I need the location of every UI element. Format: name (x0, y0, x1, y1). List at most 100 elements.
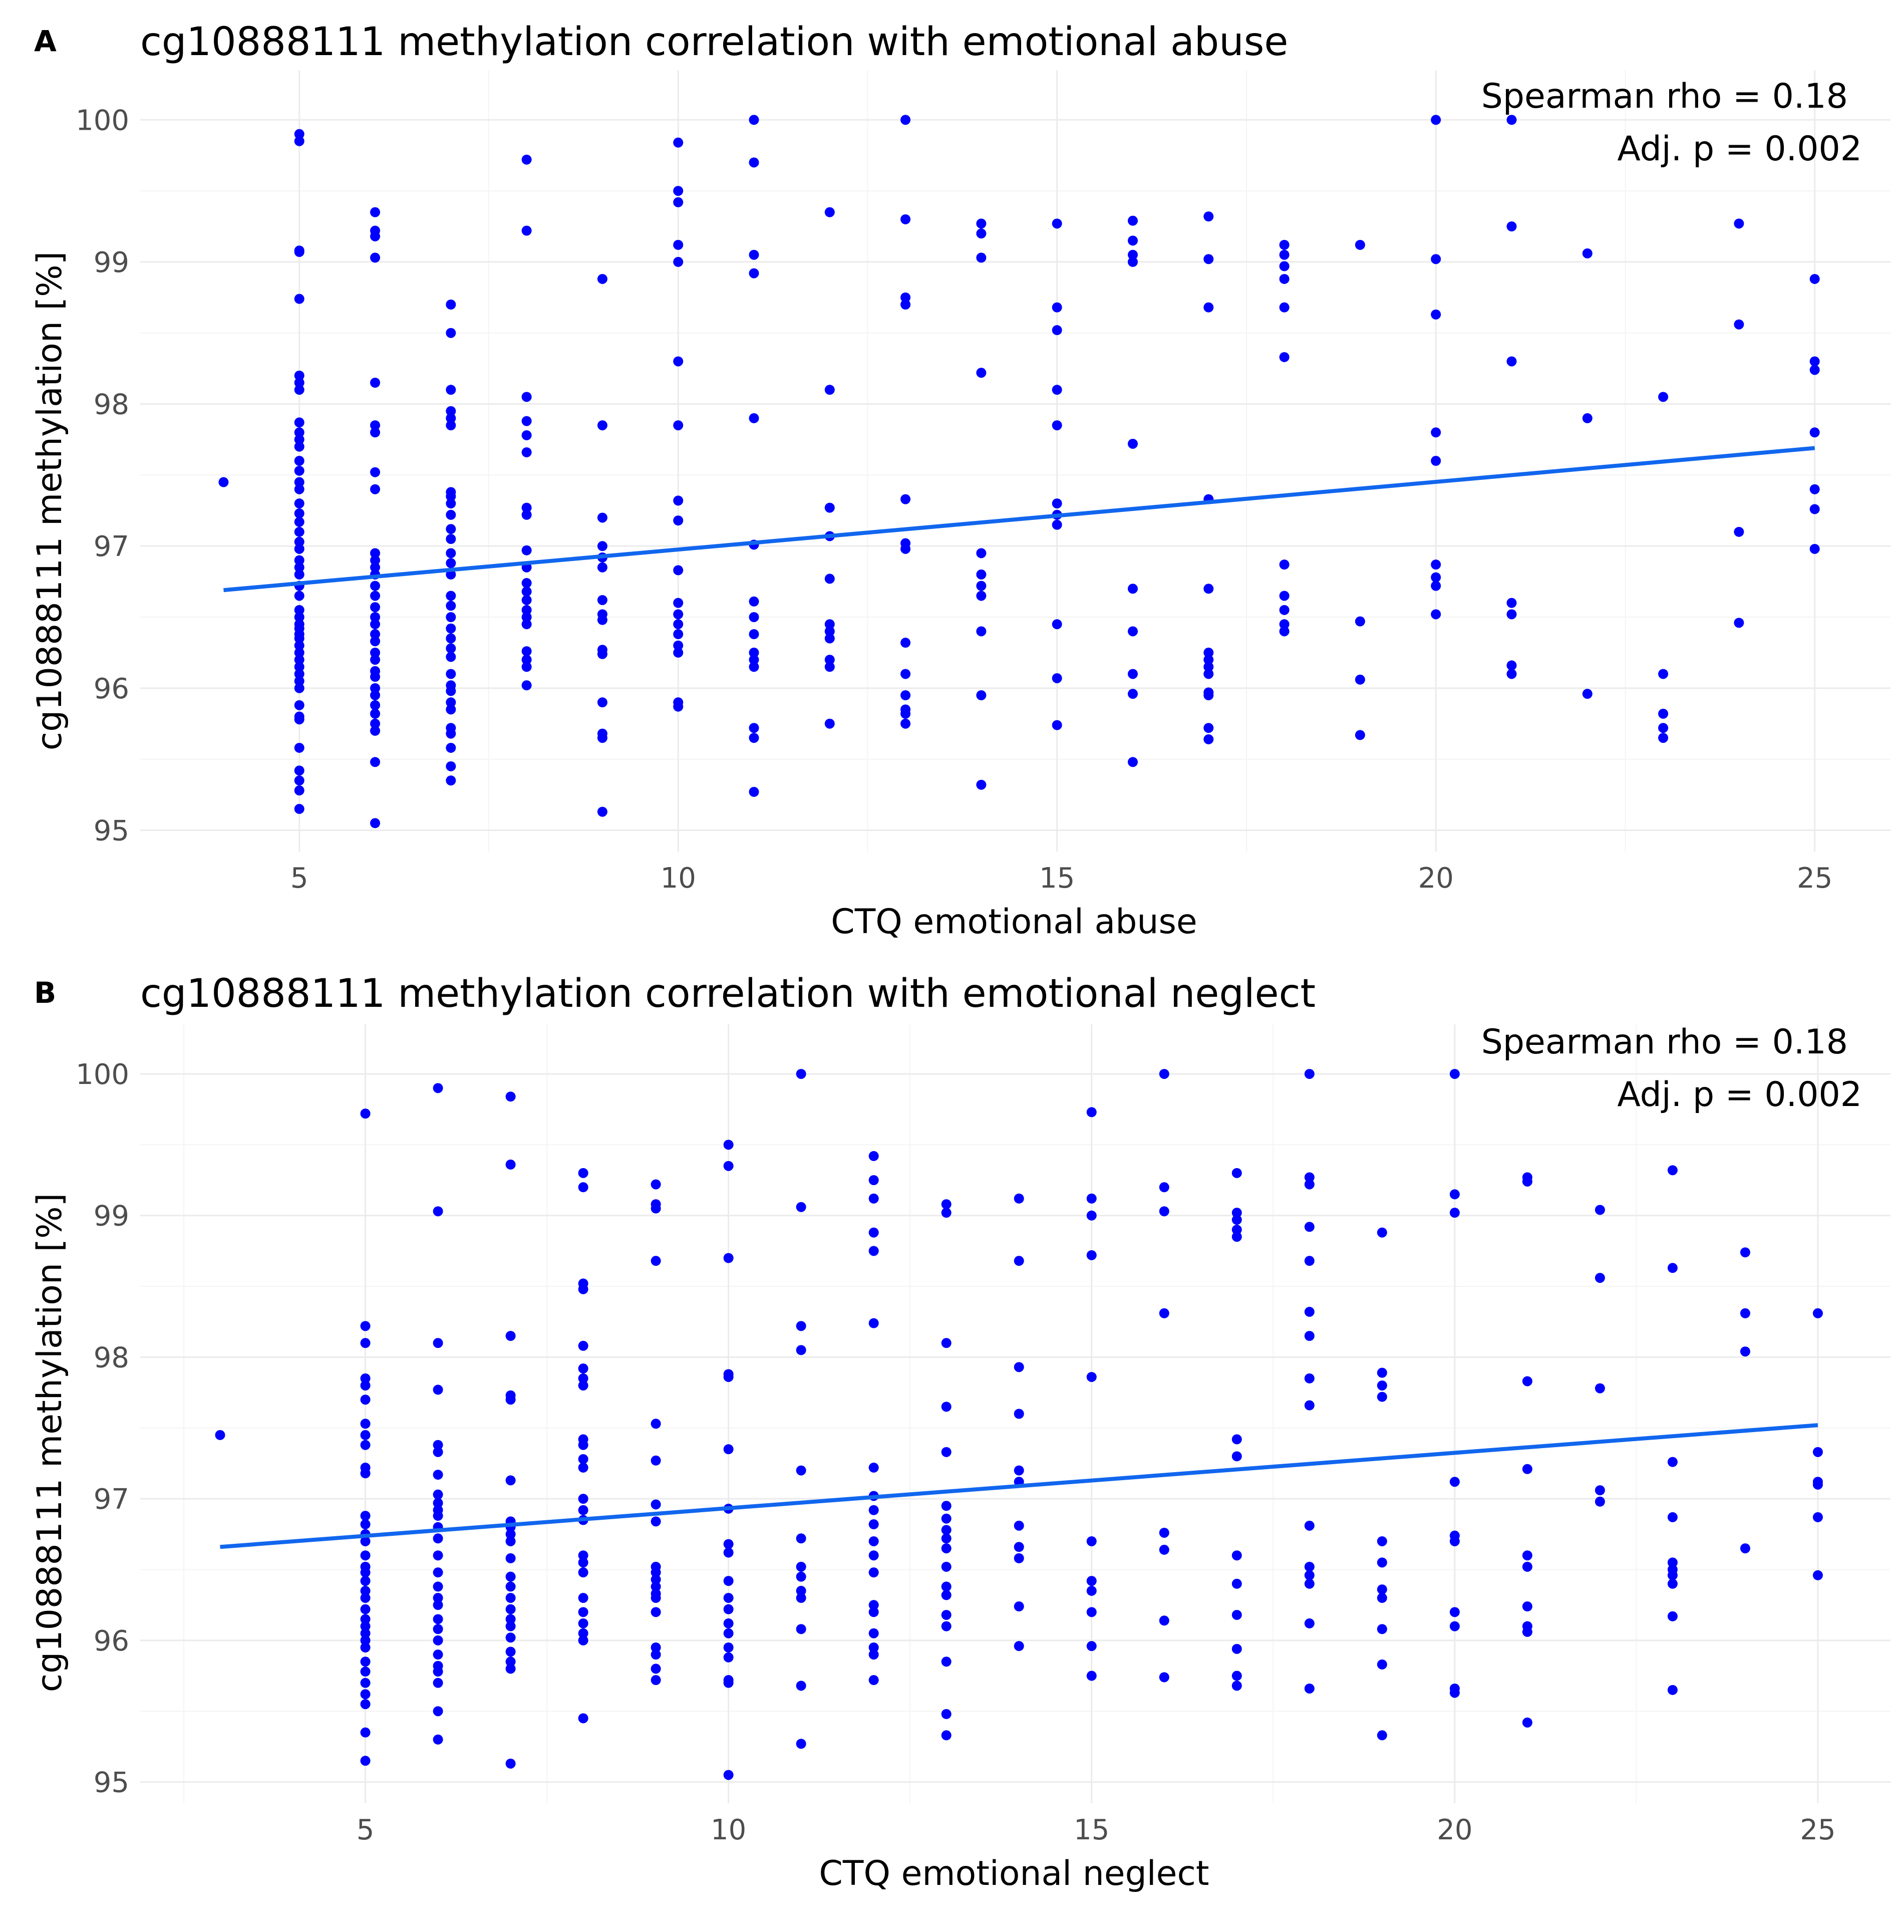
panel-b-point (1231, 1208, 1242, 1218)
panel-a-point (1506, 598, 1517, 608)
panel-b-point (1086, 1193, 1097, 1204)
panel-a-point (370, 757, 381, 767)
panel-b-point (360, 1468, 371, 1479)
panel-a-point (1809, 504, 1820, 514)
panel-b-point (796, 1561, 806, 1572)
panel-b-point (723, 1253, 734, 1263)
panel-b-point (1449, 1208, 1460, 1218)
panel-a-point (446, 601, 456, 611)
panel-a-point (976, 779, 987, 790)
panel-b-point (941, 1709, 951, 1719)
panel-a-point (294, 417, 304, 428)
panel-b-point (1377, 1380, 1387, 1391)
panel-a-point (1203, 723, 1214, 733)
panel-a-point (1734, 526, 1744, 537)
panel-a-point (294, 803, 304, 814)
panel-a-point (370, 548, 381, 559)
panel-a-point (294, 765, 304, 776)
panel-b-point (723, 1593, 734, 1603)
panel-b-point (1304, 1561, 1315, 1572)
panel-b-point (1304, 1068, 1315, 1079)
panel-b-point (433, 1667, 443, 1677)
panel-a-point (976, 218, 987, 229)
panel-b-point (651, 1642, 661, 1652)
panel-b-point (723, 1642, 734, 1652)
panel-a-point (1809, 484, 1820, 494)
panel-b-point (1086, 1671, 1097, 1681)
panel-b-point (651, 1567, 661, 1578)
panel-b-points (215, 1068, 1823, 1780)
panel-b-point (941, 1513, 951, 1524)
panel-a-point (446, 491, 456, 501)
panel-b-point (1304, 1256, 1315, 1266)
panel-b-point (1231, 1451, 1242, 1462)
panel-a-point (749, 115, 759, 125)
panel-a-point (900, 718, 911, 729)
panel-b-fit (220, 1423, 1818, 1549)
panel-b-point (1086, 1250, 1097, 1260)
panel-b-point (433, 1706, 443, 1717)
panel-b-point (1304, 1331, 1315, 1341)
panel-a-point (597, 273, 607, 284)
panel-b-point (1449, 1621, 1460, 1631)
panel-b-point (578, 1607, 588, 1617)
panel-b-point (941, 1533, 951, 1544)
panel-a-point (1355, 616, 1365, 627)
panel-a-point (446, 652, 456, 662)
panel-b-point (433, 1567, 443, 1578)
panel-b-point (578, 1635, 588, 1645)
panel-b-point (1449, 1536, 1460, 1546)
panel-b-point (1086, 1585, 1097, 1596)
x-tick-label: 15 (1039, 862, 1075, 895)
panel-b-point (433, 1734, 443, 1745)
panel-b-point (505, 1646, 516, 1657)
panel-b-point (360, 1519, 371, 1530)
panel-a-point (1128, 235, 1138, 246)
panel-a-point (294, 498, 304, 509)
panel-b-rho: Spearman rho = 0.18 (1481, 1022, 1848, 1062)
panel-a-point (1506, 669, 1517, 679)
panel-a-point (1203, 211, 1214, 222)
panel-a-point (294, 247, 304, 257)
panel-a-point (1128, 626, 1138, 637)
panel-b-point (505, 1604, 516, 1614)
panel-a-point (294, 555, 304, 566)
panel-a-point (597, 512, 607, 523)
panel-b-point (505, 1529, 516, 1539)
panel-a-point (1052, 218, 1062, 229)
panel-a-point (521, 545, 532, 556)
y-tick-label: 99 (94, 246, 129, 279)
panel-a-point (824, 718, 835, 729)
panel-a-point (749, 786, 759, 797)
panel-b-point (1595, 1383, 1605, 1394)
panel-a-point (370, 725, 381, 736)
panel-a-point (1582, 413, 1593, 423)
panel-a-point (1052, 325, 1062, 336)
panel-b-point (215, 1430, 225, 1440)
panel-a-y-ticks: 95 96 97 98 99 100 (76, 104, 129, 847)
panel-b-point (796, 1681, 806, 1691)
y-tick-label: 95 (94, 1767, 129, 1799)
panel-a-point (1279, 249, 1290, 260)
panel-a-point (1431, 560, 1441, 570)
panel-b-point (505, 1593, 516, 1603)
panel-a-point (673, 598, 684, 608)
panel-b-point (723, 1140, 734, 1150)
panel-a-point (1052, 420, 1062, 431)
panel-a-point (294, 477, 304, 487)
panel-a-point (370, 420, 381, 431)
panel-b-point (360, 1419, 371, 1429)
panel-b-point (868, 1600, 879, 1610)
panel-a-point (294, 676, 304, 686)
panel-b-point (1377, 1659, 1387, 1670)
panel-a-point (1506, 356, 1517, 367)
panel-a-point (1431, 609, 1441, 620)
panel-b-point (1014, 1256, 1024, 1266)
panel-a-point (294, 714, 304, 725)
panel-b-point (433, 1206, 443, 1217)
panel-b-point (360, 1593, 371, 1603)
panel-a-point (749, 157, 759, 168)
panel-a-point (900, 214, 911, 224)
y-tick-label: 96 (94, 673, 129, 705)
